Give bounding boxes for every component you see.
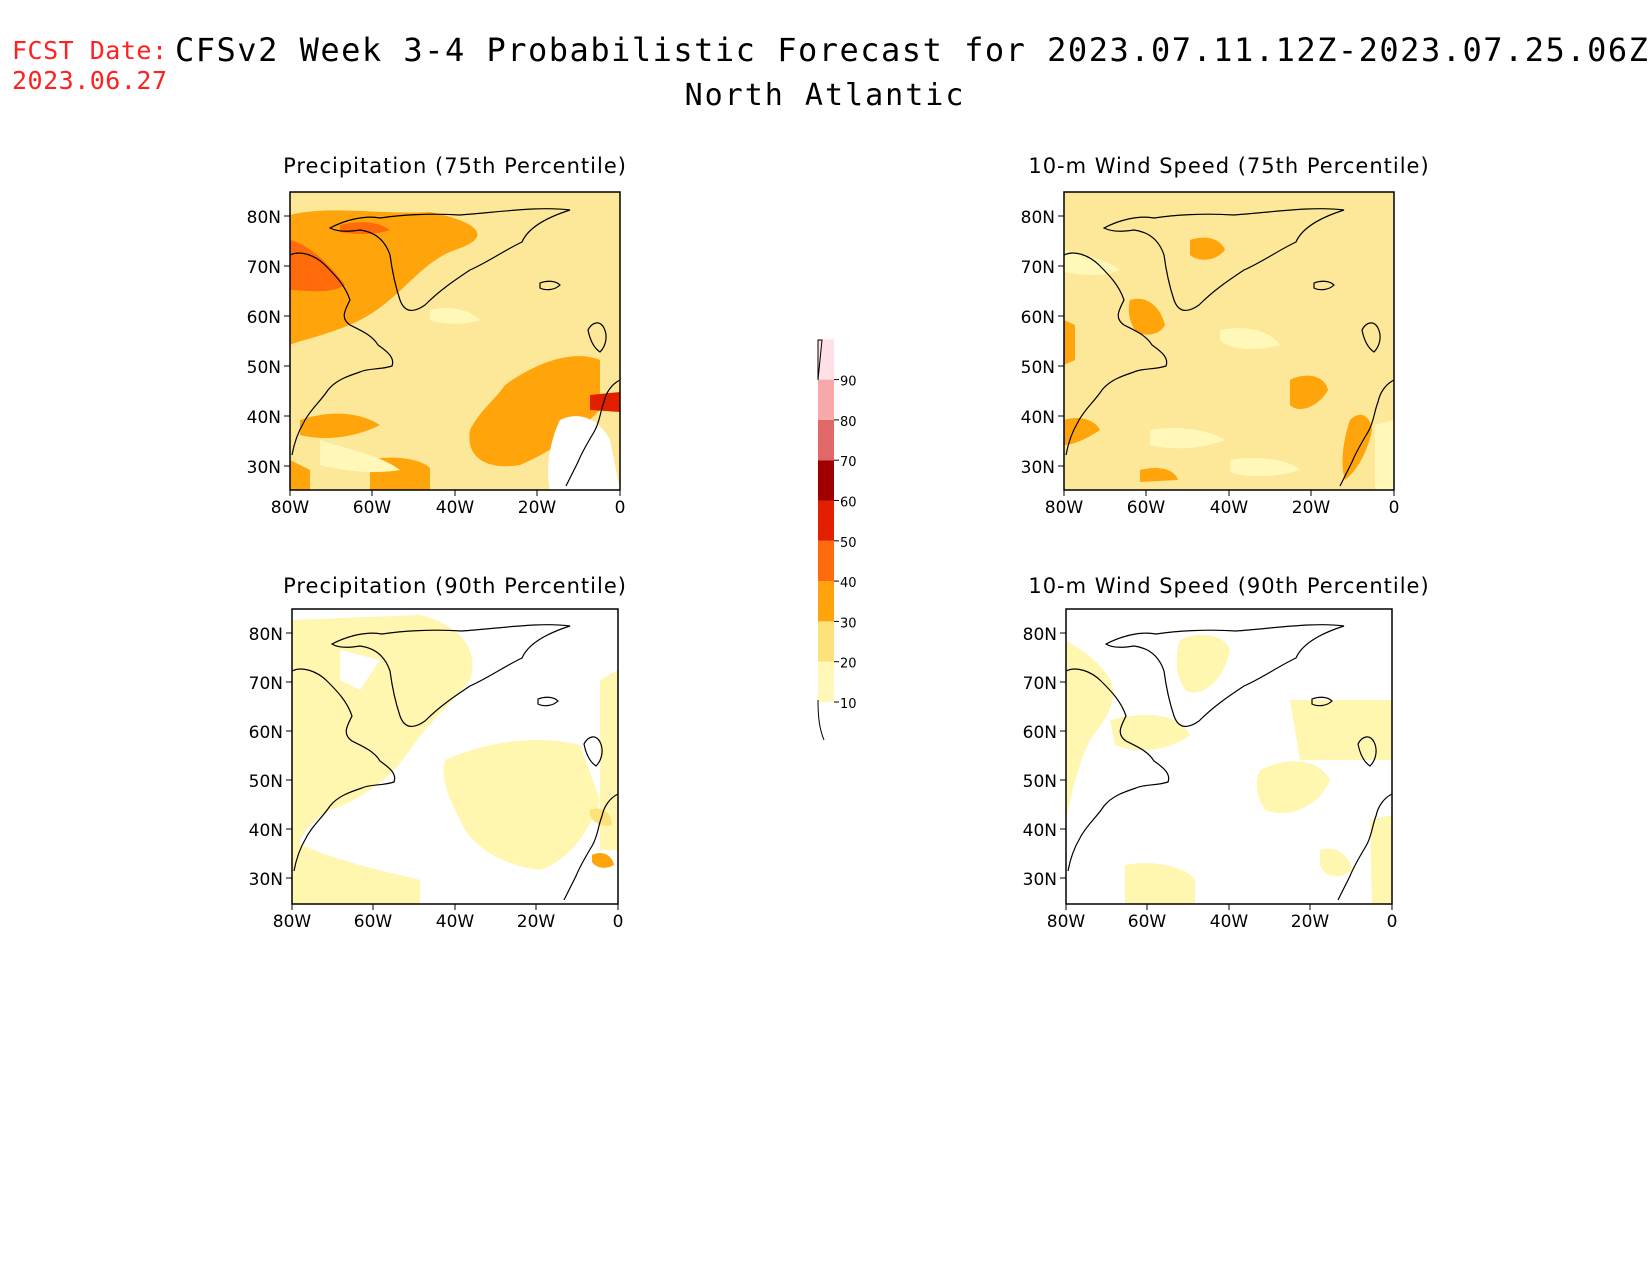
panel-title: Precipitation (90th Percentile) (283, 574, 627, 598)
lon-label: 0 (1389, 498, 1400, 518)
colorbar-swatch (818, 661, 834, 702)
coastlines (290, 208, 620, 487)
longitude-axis: 80W 60W 40W 20W 0 (1045, 490, 1400, 518)
latitude-axis: 80N 70N 60N 50N 40N 30N (247, 208, 290, 478)
lon-label: 40W (1210, 498, 1249, 518)
colorbar-top-cap (817, 339, 823, 381)
lat-label: 70N (247, 258, 281, 278)
lat-label: 80N (249, 625, 283, 645)
latitude-axis: 80N 70N 60N 50N 40N 30N (1023, 625, 1066, 890)
colorbar-label: 60 (840, 496, 857, 511)
colorbar-bottom-cap (817, 699, 825, 741)
colorbar-swatch (818, 460, 834, 501)
colorbar-swatch (818, 379, 834, 420)
panel-precip-75: Precipitation (75th Percentile) (247, 154, 627, 518)
coastlines (292, 624, 618, 901)
panel-precip-90: Precipitation (90th Percentile) (249, 574, 627, 932)
colorbar-label: 20 (840, 657, 857, 672)
lon-label: 60W (354, 912, 393, 932)
forecast-date-value: 2023.06.27 (12, 66, 168, 95)
panel-title: 10-m Wind Speed (75th Percentile) (1028, 154, 1429, 178)
lat-label: 50N (1023, 772, 1057, 792)
colorbar-label: 30 (840, 616, 857, 631)
colorbar-label: 40 (840, 576, 857, 591)
probability-field (1064, 192, 1394, 490)
lon-label: 40W (1210, 912, 1249, 932)
lat-label: 50N (249, 772, 283, 792)
lon-label: 20W (1291, 912, 1330, 932)
lon-label: 40W (436, 912, 475, 932)
colorbar-swatch (818, 419, 834, 461)
latitude-axis: 80N 70N 60N 50N 40N 30N (1021, 208, 1064, 478)
latitude-axis: 80N 70N 60N 50N 40N 30N (249, 625, 292, 890)
lat-label: 60N (1023, 723, 1057, 743)
lon-label: 40W (436, 498, 475, 518)
lon-label: 80W (271, 498, 310, 518)
lon-label: 60W (1128, 912, 1167, 932)
lon-label: 20W (518, 498, 557, 518)
lat-label: 70N (1021, 258, 1055, 278)
forecast-date-label: FCST Date: (12, 36, 168, 65)
lat-label: 80N (1023, 625, 1057, 645)
colorbar-label: 70 (840, 455, 857, 470)
lon-label: 0 (613, 912, 624, 932)
lat-label: 80N (247, 208, 281, 228)
colorbar-swatch (818, 500, 834, 541)
lat-label: 30N (1021, 458, 1055, 478)
colorbar-swatches (818, 339, 834, 702)
probability-field (290, 192, 620, 490)
colorbar: 10 20 30 40 50 60 70 80 90 (817, 339, 857, 741)
lon-label: 0 (615, 498, 626, 518)
colorbar-label: 90 (840, 375, 857, 390)
lat-label: 40N (1023, 821, 1057, 841)
lon-label: 20W (517, 912, 556, 932)
colorbar-labels: 10 20 30 40 50 60 70 80 90 (834, 375, 857, 712)
colorbar-swatch (818, 540, 834, 582)
colorbar-label: 80 (840, 415, 857, 430)
lon-label: 60W (1127, 498, 1166, 518)
lat-label: 50N (247, 358, 281, 378)
longitude-axis: 80W 60W 40W 20W 0 (1047, 904, 1398, 932)
panel-wind-75: 10-m Wind Speed (75th Percentile) (1021, 154, 1429, 518)
lat-label: 40N (247, 408, 281, 428)
lat-label: 50N (1021, 358, 1055, 378)
colorbar-label: 50 (840, 536, 857, 551)
lat-label: 70N (249, 674, 283, 694)
colorbar-swatch (818, 581, 834, 622)
lon-label: 80W (1047, 912, 1086, 932)
lat-label: 40N (1021, 408, 1055, 428)
lon-label: 80W (1045, 498, 1084, 518)
lat-label: 30N (249, 870, 283, 890)
lat-label: 30N (1023, 870, 1057, 890)
probability-field (1066, 609, 1392, 904)
lat-label: 40N (249, 821, 283, 841)
lon-label: 60W (353, 498, 392, 518)
lon-label: 80W (273, 912, 312, 932)
panel-title: Precipitation (75th Percentile) (283, 154, 627, 178)
lat-label: 30N (247, 458, 281, 478)
lat-label: 60N (247, 308, 281, 328)
probability-field (292, 609, 618, 904)
lat-label: 60N (1021, 308, 1055, 328)
lat-label: 70N (1023, 674, 1057, 694)
longitude-axis: 80W 60W 40W 20W 0 (271, 490, 626, 518)
panel-wind-90: 10-m Wind Speed (90th Percentile) (1023, 574, 1429, 932)
colorbar-swatch (818, 621, 834, 662)
forecast-date: FCST Date: 2023.06.27 (12, 36, 168, 96)
panel-title: 10-m Wind Speed (90th Percentile) (1028, 574, 1429, 598)
colorbar-label: 10 (840, 697, 857, 712)
region-title: North Atlantic (684, 78, 966, 113)
page-title: CFSv2 Week 3-4 Probabilistic Forecast fo… (175, 31, 1650, 69)
lon-label: 20W (1292, 498, 1331, 518)
coastlines (1066, 624, 1392, 901)
coastlines (1064, 208, 1394, 487)
lon-label: 0 (1387, 912, 1398, 932)
colorbar-swatch (818, 339, 834, 380)
lat-label: 60N (249, 723, 283, 743)
longitude-axis: 80W 60W 40W 20W 0 (273, 904, 624, 932)
lat-label: 80N (1021, 208, 1055, 228)
